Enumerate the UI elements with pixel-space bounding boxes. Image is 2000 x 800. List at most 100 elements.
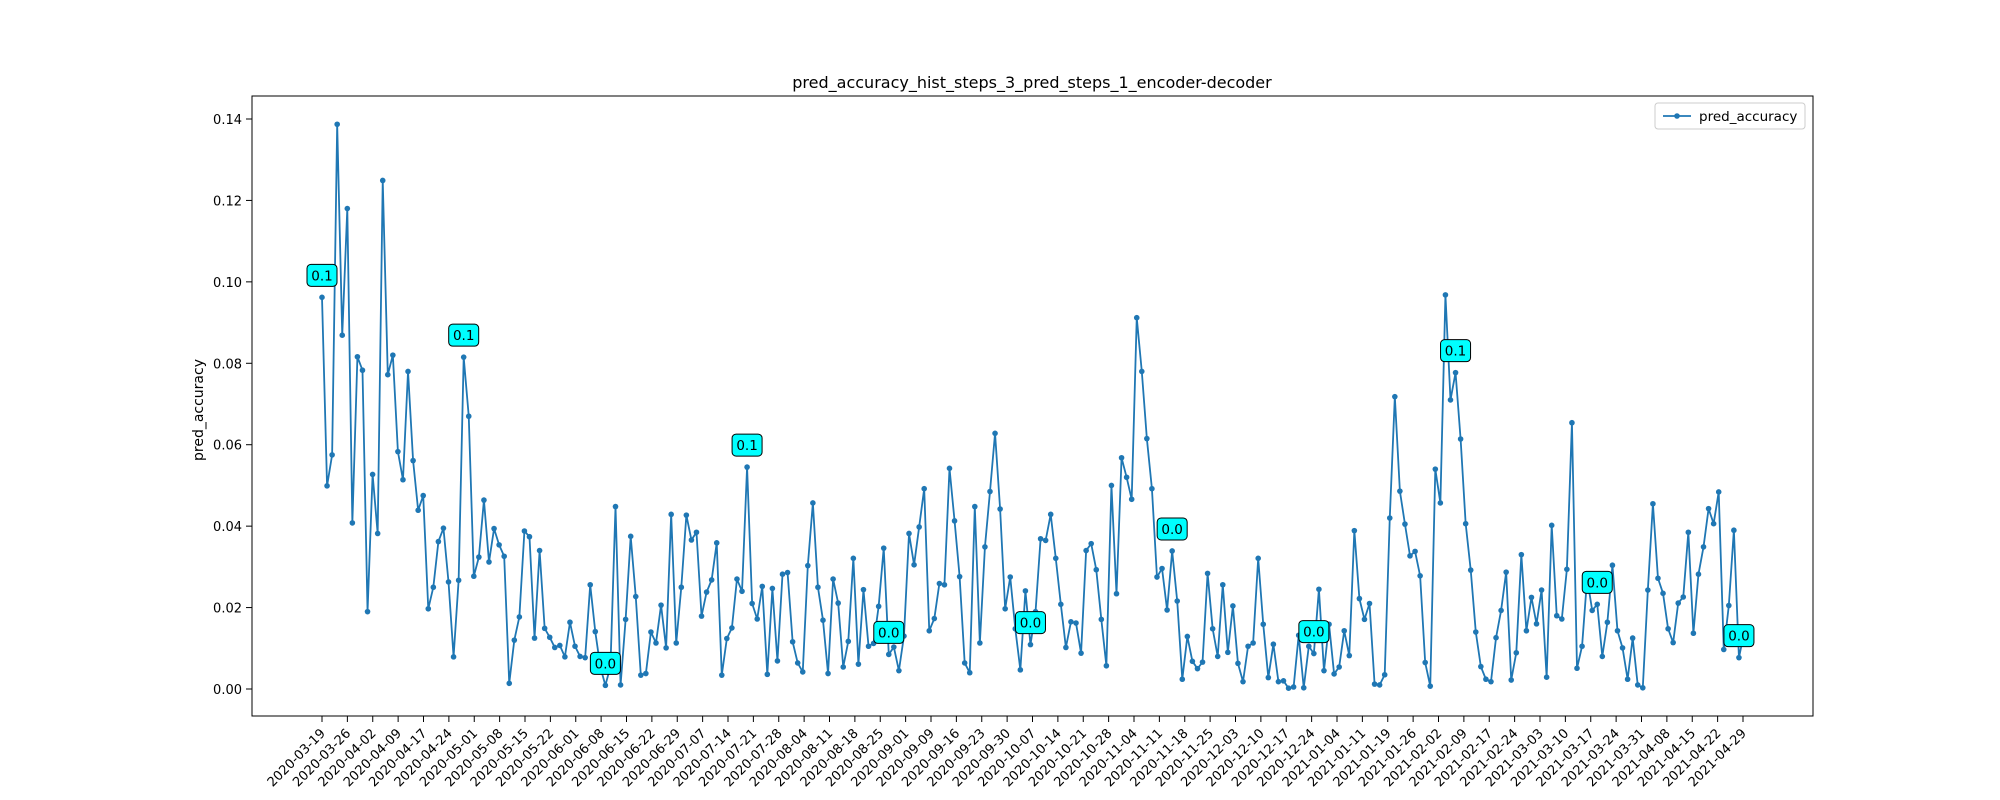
annotations-group: 0.1 0.1 0.0 0.1 0.0 0.0 0.0 0.0 0.1 0.0 0.0 [306, 263, 1755, 675]
data-point [536, 547, 543, 554]
series-line-pred-accuracy [321, 123, 1745, 690]
data-point [562, 654, 568, 660]
x-axis-ticks: 2020-03-192020-03-262020-04-022020-04-09… [265, 716, 1750, 790]
legend: pred_accuracy [1654, 102, 1806, 130]
data-point [1184, 633, 1191, 640]
data-point [1103, 662, 1110, 669]
y-tick-label: 0.12 [213, 194, 242, 209]
data-point [440, 525, 447, 531]
data-point [936, 580, 943, 587]
data-point [1260, 621, 1267, 628]
data-point [1569, 419, 1575, 426]
data-point [486, 559, 492, 565]
annotation-box [1723, 624, 1755, 648]
data-point [693, 529, 700, 536]
data-point [1442, 292, 1449, 298]
data-point [476, 554, 482, 560]
data-point [1113, 590, 1120, 597]
data-point [698, 613, 705, 619]
annotation-box [1298, 620, 1330, 644]
data-point [1058, 601, 1064, 608]
data-point [820, 617, 826, 623]
value-annotation: 0.0 [589, 651, 621, 675]
data-point [1179, 676, 1186, 683]
annotation-box [1014, 611, 1046, 635]
data-point [966, 669, 973, 676]
data-point [1366, 600, 1373, 607]
data-point [567, 619, 573, 626]
data-point [1705, 505, 1712, 512]
data-point [521, 528, 528, 534]
annotation-box [1156, 517, 1188, 541]
data-point [1118, 454, 1125, 461]
data-point [582, 654, 588, 661]
data-point [1219, 581, 1226, 588]
data-point [1052, 555, 1059, 562]
data-point [668, 511, 674, 518]
data-point [673, 640, 680, 646]
data-point [951, 518, 958, 524]
data-point [774, 658, 781, 664]
data-point [1564, 566, 1570, 573]
data-point [997, 506, 1003, 512]
data-point [617, 682, 624, 688]
data-point [1361, 616, 1368, 623]
data-point [931, 615, 938, 622]
data-point [1002, 605, 1008, 612]
data-point [1478, 663, 1484, 670]
data-point [557, 642, 563, 649]
data-point [1397, 488, 1403, 494]
data-point [354, 353, 361, 360]
data-point [830, 576, 836, 582]
data-point [977, 640, 983, 646]
data-point [865, 643, 872, 650]
data-point [754, 616, 760, 622]
data-point [663, 645, 669, 651]
data-point [1235, 660, 1241, 667]
data-point [1619, 645, 1626, 651]
data-point [1599, 653, 1606, 660]
value-annotation: 0.0 [1156, 517, 1188, 541]
data-point [653, 640, 659, 646]
annotation-text: 0.0 [1587, 575, 1608, 591]
data-point [1538, 587, 1545, 593]
data-point [916, 524, 922, 530]
data-point [1700, 544, 1707, 550]
data-point [845, 638, 852, 645]
data-point [1133, 314, 1140, 321]
annotation-box [873, 620, 905, 644]
data-point [1624, 676, 1631, 683]
data-point [810, 500, 816, 506]
data-point [1675, 600, 1682, 606]
data-point [1483, 676, 1489, 683]
data-point [1169, 548, 1175, 554]
data-point [1209, 625, 1216, 632]
data-point [435, 538, 442, 545]
data-point [744, 464, 750, 470]
data-point [1680, 594, 1687, 600]
data-point [551, 644, 558, 651]
data-point [1432, 466, 1439, 472]
data-point [1392, 393, 1398, 400]
y-axis-ticks: 0.00 0.02 0.04 0.06 0.08 0.10 0.12 0.14 [213, 113, 252, 698]
data-point [577, 653, 583, 660]
data-point [658, 602, 664, 608]
data-point [1629, 635, 1636, 641]
data-point [632, 593, 639, 600]
data-point [1518, 551, 1525, 558]
annotation-box [448, 323, 480, 347]
data-point [850, 555, 857, 562]
data-point [1589, 607, 1595, 614]
data-point [1285, 685, 1292, 691]
data-point [1174, 598, 1181, 604]
data-point [1422, 659, 1428, 666]
data-point [835, 600, 841, 606]
data-point [1194, 665, 1201, 672]
legend-box [1654, 102, 1806, 130]
data-point [627, 533, 634, 540]
data-point [369, 471, 376, 478]
data-point [1068, 619, 1074, 625]
data-point [789, 638, 796, 645]
y-axis-label: pred_accuracy [191, 359, 207, 461]
annotation-text: 0.1 [736, 438, 757, 454]
